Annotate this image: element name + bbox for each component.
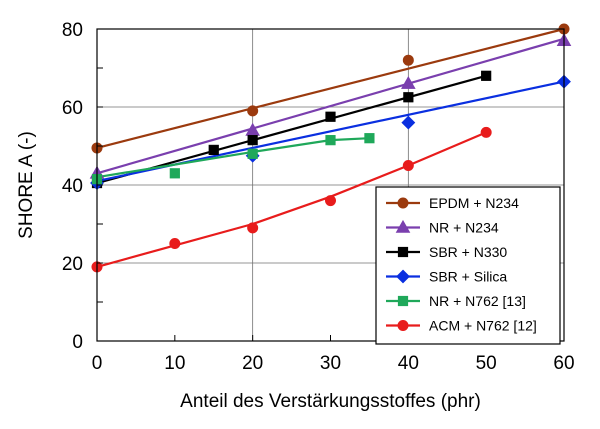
y-tick-label: 60	[62, 98, 83, 119]
legend-label: ACM + N762 [12]	[429, 318, 537, 334]
legend: EPDM + N234 NR + N234 SBR + N330 SBR + Sili…	[375, 186, 561, 345]
legend-marker	[397, 197, 409, 209]
x-tick-label: 50	[476, 353, 497, 374]
data-point-series-6	[402, 160, 414, 172]
fit-line-series-1	[96, 27, 565, 149]
data-point-series-2	[401, 75, 416, 89]
legend-marker	[397, 319, 409, 331]
data-point-series-5	[169, 168, 180, 179]
data-point-series-5	[325, 135, 336, 146]
y-tick-label: 0	[72, 332, 83, 353]
legend-label: SBR + Silica	[429, 269, 507, 285]
legend-marker	[397, 295, 409, 307]
x-tick-label: 60	[553, 353, 574, 374]
fit-line-series-5	[96, 137, 370, 179]
legend-label: EPDM + N234	[429, 195, 519, 211]
data-point-series-3	[481, 70, 492, 81]
data-point-series-5	[247, 148, 258, 159]
data-point-series-3	[247, 135, 258, 146]
fit-line-series-3	[96, 74, 487, 185]
x-tick-label: 20	[242, 353, 263, 374]
legend-marker	[395, 219, 411, 233]
x-tick-label: 10	[164, 353, 185, 374]
legend-label: SBR + N330	[429, 244, 507, 260]
legend-marker	[397, 246, 409, 258]
fit-line-series-2	[96, 37, 565, 175]
x-axis-title: Anteil des Verstärkungsstoffes (phr)	[180, 391, 481, 412]
data-point-series-5	[364, 133, 375, 144]
data-point-series-6	[169, 238, 181, 250]
data-point-series-1	[247, 105, 259, 117]
legend-marker	[396, 269, 410, 284]
legend-box	[375, 186, 561, 345]
data-point-series-3	[208, 144, 219, 156]
y-tick-label: 80	[62, 20, 83, 41]
data-point-series-1	[402, 54, 414, 66]
data-point-series-6	[480, 126, 492, 138]
axis-ticks: 0 10 20 30 40 50 60 0 20 40 60 80	[62, 20, 575, 374]
fit-line-series-6	[96, 131, 487, 268]
data-point-series-4	[401, 115, 416, 130]
x-tick-label: 40	[398, 353, 419, 374]
data-point-series-3	[325, 111, 336, 122]
data-point-series-6	[324, 195, 336, 207]
fit-lines	[96, 27, 565, 268]
data-point-series-3	[403, 92, 414, 103]
legend-label: NR + N234	[429, 220, 499, 236]
data-point-series-6	[247, 222, 259, 234]
x-tick-label: 30	[320, 353, 341, 374]
y-tick-label: 40	[62, 176, 83, 197]
x-tick-label: 0	[92, 353, 103, 374]
legend-label: NR + N762 [13]	[429, 293, 526, 309]
y-tick-label: 20	[62, 254, 83, 275]
y-axis-title: SHORE A (-)	[16, 131, 37, 239]
